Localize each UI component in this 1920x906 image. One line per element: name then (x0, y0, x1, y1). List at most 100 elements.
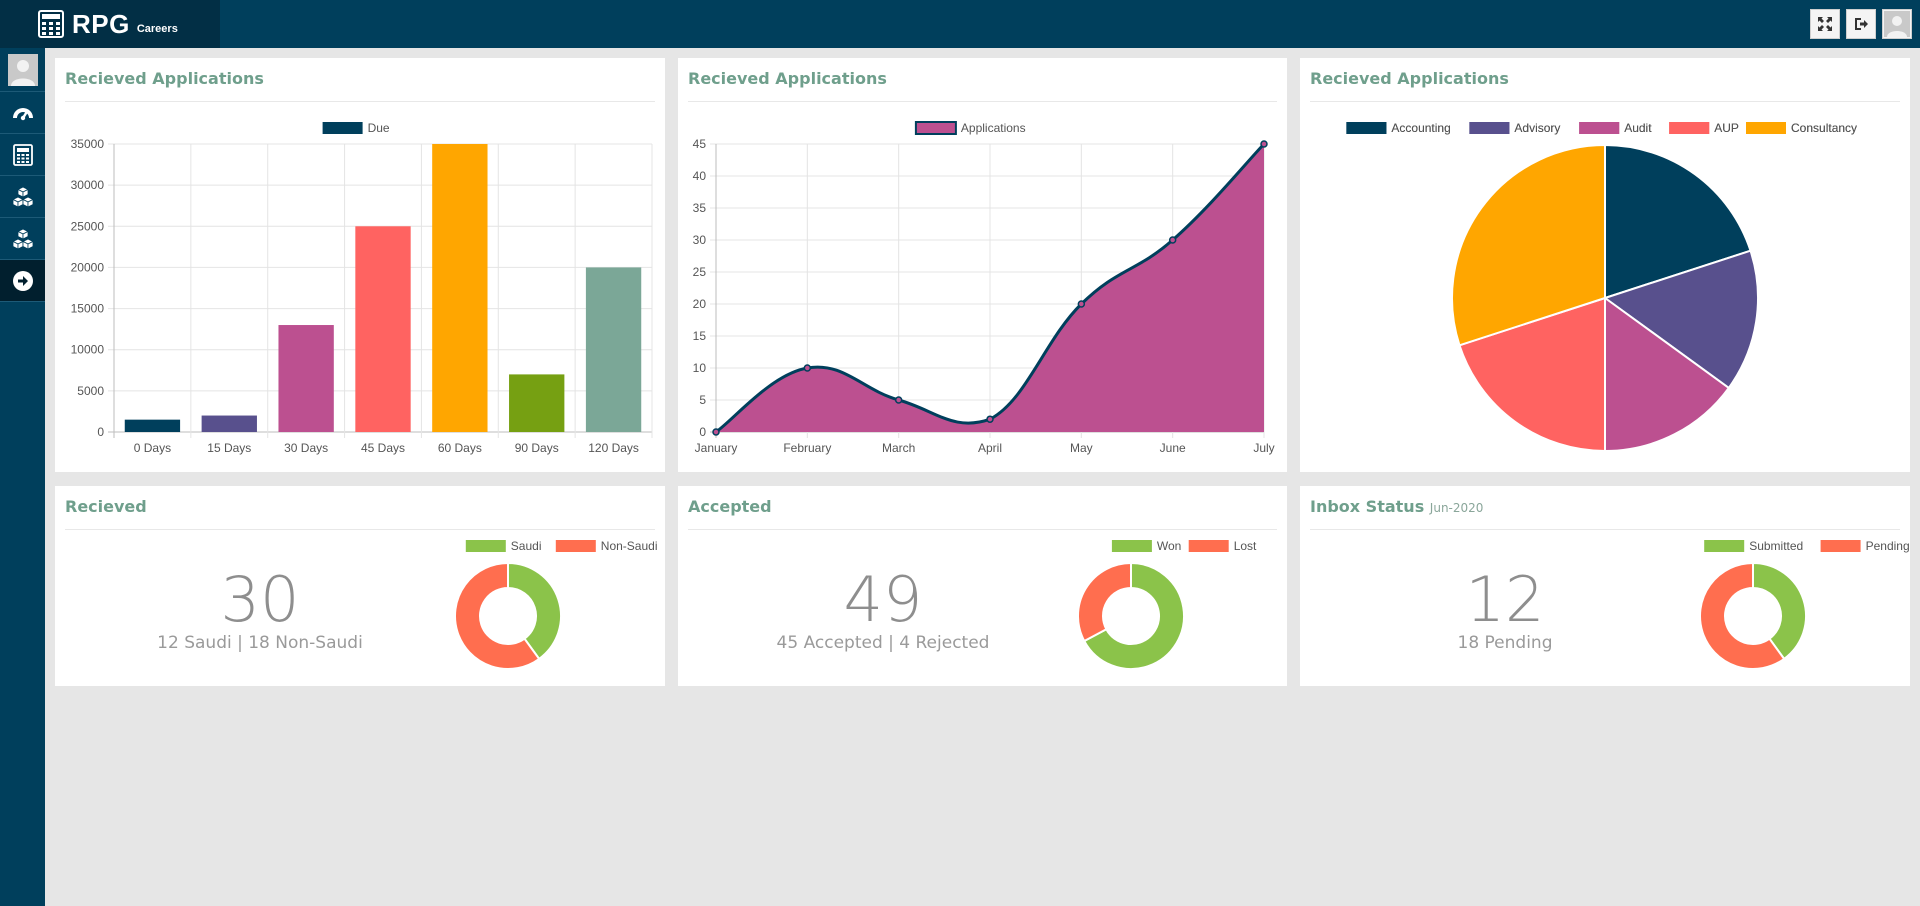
pie-slice (1604, 296, 1731, 453)
bar (432, 144, 488, 432)
data-point (712, 428, 720, 436)
y-tick-label: 10000 (71, 343, 105, 357)
x-tick-label: July (1253, 441, 1274, 455)
inbox-doughnut-chart: Submitted Pending (1699, 539, 1910, 670)
bar-chart-card: Recieved Applications Due 0 5000 10000 15000… (55, 58, 665, 472)
logout-icon (1855, 18, 1868, 30)
y-tick-label: 25000 (71, 219, 105, 233)
x-tick-label: June (1160, 441, 1186, 455)
recieved-title: Recieved (65, 496, 655, 530)
pie-slice (1077, 561, 1132, 643)
cubes-icon (11, 228, 34, 250)
fullscreen-icon (1818, 17, 1832, 31)
pie-slice (1752, 561, 1807, 661)
y-tick-label: 45 (693, 137, 707, 151)
legend-label: Non-Saudi (601, 539, 658, 553)
x-tick-label: May (1070, 441, 1093, 455)
x-tick-label: 45 Days (361, 441, 405, 455)
logout-button[interactable] (1846, 9, 1876, 39)
legend-label: Accounting (1391, 121, 1450, 135)
calculator-icon (38, 10, 64, 38)
y-tick-label: 5 (699, 393, 706, 407)
legend-label: Audit (1624, 121, 1652, 135)
legend-swatch (1820, 540, 1861, 552)
app-subtitle: Careers (136, 22, 178, 35)
legend-label: AUP (1714, 121, 1739, 135)
sidebar-item-expand[interactable] (0, 260, 45, 302)
legend-label: Applications (961, 121, 1026, 135)
legend-label: Advisory (1514, 121, 1560, 135)
pie-slice (1458, 296, 1606, 453)
user-avatar (7, 53, 38, 86)
legend-swatch (322, 122, 363, 134)
user-avatar (1884, 11, 1910, 37)
bar (124, 419, 181, 432)
bar (509, 374, 565, 432)
legend-label: Saudi (511, 539, 542, 553)
legend-swatch (1704, 540, 1745, 552)
x-tick-label: 90 Days (515, 441, 559, 455)
pie-slice (1604, 143, 1752, 300)
accepted-detail: 45 Accepted | 4 Rejected (776, 633, 990, 653)
cubes-icon (11, 186, 34, 208)
inbox-status-card: Inbox Status Jun-2020 12 18 Pending Subm… (1300, 486, 1910, 686)
y-tick-label: 10 (693, 361, 707, 375)
sidebar-item-cubes-2[interactable] (0, 218, 45, 260)
data-point (803, 364, 812, 372)
line-chart: Applications 0 5 10 15 20 25 30 35 40 45 January Feb… (693, 121, 1275, 455)
y-tick-label: 20 (693, 297, 707, 311)
bar (278, 325, 334, 432)
data-point (894, 396, 903, 404)
x-tick-label: February (783, 441, 831, 455)
arrow-right-icon (12, 270, 33, 291)
x-tick-label: March (882, 441, 915, 455)
data-point (1260, 140, 1268, 148)
sidebar-item-calculator[interactable] (0, 134, 45, 176)
y-tick-label: 25 (693, 265, 707, 279)
legend-label: Advisory (1514, 121, 1560, 135)
sidebar (0, 48, 45, 906)
recieved-value: 30 (220, 563, 300, 636)
x-tick-label: 120 Days (588, 441, 639, 455)
y-tick-label: 15000 (71, 302, 105, 316)
data-point (1168, 236, 1177, 244)
legend-swatch (555, 540, 596, 552)
data-point (986, 415, 994, 423)
pie-slice (454, 561, 541, 670)
sidebar-item-profile[interactable] (0, 48, 45, 92)
x-tick-label: April (978, 441, 1002, 455)
y-tick-label: 35 (693, 201, 707, 215)
sidebar-item-cubes-1[interactable] (0, 176, 45, 218)
recieved-detail: 12 Saudi | 18 Non-Saudi (157, 633, 363, 653)
legend-label: Accounting (1391, 121, 1450, 135)
legend-swatch (1669, 122, 1710, 134)
inbox-detail: 18 Pending (1457, 633, 1553, 653)
accepted-doughnut-chart: Won Lost (1077, 539, 1257, 670)
area-fill (716, 144, 1264, 432)
x-tick-label: 15 Days (207, 441, 251, 455)
legend-label: Pending (1866, 539, 1910, 553)
legend-swatch (1746, 122, 1786, 134)
x-tick-label: 60 Days (438, 441, 482, 455)
bar (355, 226, 411, 432)
brand[interactable]: RPG Careers (0, 0, 220, 48)
user-menu-button[interactable] (1882, 9, 1912, 39)
line-chart-card: Recieved Applications Applications 0 5 10 15… (678, 58, 1287, 472)
sidebar-item-dashboard[interactable] (0, 92, 45, 134)
app-name: RPG (72, 8, 130, 39)
legend-label: Due (368, 121, 390, 135)
x-tick-label: 30 Days (284, 441, 328, 455)
legend-swatch (914, 121, 957, 135)
y-tick-label: 5000 (77, 384, 104, 398)
fullscreen-button[interactable] (1810, 9, 1840, 39)
dashboard-icon (12, 107, 33, 120)
legend-swatch (1188, 540, 1229, 552)
y-tick-label: 15 (693, 329, 707, 343)
pie-slice (1451, 143, 1606, 347)
bar-chart: Due 0 5000 10000 15000 20000 25000 30000 35000 0 … (71, 121, 653, 455)
y-tick-label: 40 (693, 169, 707, 183)
inbox-status-heading: Inbox Status (1310, 497, 1425, 516)
accepted-title: Accepted (688, 496, 1277, 530)
legend-swatch (1579, 122, 1620, 134)
line-chart-title: Recieved Applications (688, 68, 1277, 102)
